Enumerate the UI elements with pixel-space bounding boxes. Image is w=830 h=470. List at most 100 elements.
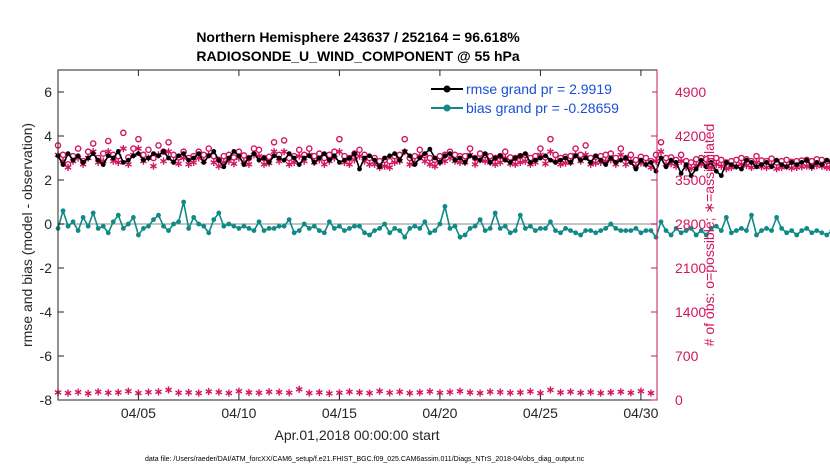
bias-point xyxy=(593,230,599,236)
rmse-point xyxy=(311,160,317,165)
rmse-point xyxy=(357,166,362,172)
obs-assimilated-point xyxy=(260,160,268,168)
lower-count-point xyxy=(426,387,434,396)
obs-assimilated-point xyxy=(119,144,127,153)
bias-point xyxy=(799,228,805,234)
rmse-point xyxy=(543,153,548,159)
obs-assimilated-point xyxy=(386,163,394,172)
rmse-point xyxy=(130,153,136,159)
bias-point xyxy=(608,221,614,227)
y-tick-label-right: 4200 xyxy=(675,128,706,144)
rmse-point xyxy=(774,157,779,163)
rmse-point xyxy=(266,160,272,165)
rmse-point xyxy=(623,155,629,161)
rmse-point xyxy=(281,157,287,163)
bias-point xyxy=(115,212,121,218)
lower-count-point xyxy=(114,388,122,397)
lower-count-point xyxy=(587,388,595,396)
rmse-point xyxy=(698,157,704,163)
lower-count-point xyxy=(406,389,414,397)
rmse-point xyxy=(156,153,161,159)
bias-point xyxy=(573,230,578,236)
obs-assimilated-point xyxy=(345,160,353,168)
bias-point xyxy=(105,230,111,236)
bias-point xyxy=(60,208,66,214)
rmse-point xyxy=(146,155,151,161)
lower-count-point xyxy=(607,388,615,397)
rmse-point xyxy=(588,160,594,165)
bias-point xyxy=(130,215,136,220)
lower-count-point xyxy=(506,389,514,397)
rmse-point xyxy=(125,157,131,163)
bias-point xyxy=(532,228,538,234)
bias-point xyxy=(713,223,719,229)
rmse-point xyxy=(231,149,237,154)
rmse-point xyxy=(407,153,413,159)
obs-assimilated-point xyxy=(381,162,389,170)
bias-point xyxy=(286,217,292,223)
obs-possible-point xyxy=(768,155,775,162)
obs-possible-point xyxy=(617,145,625,152)
rmse-point xyxy=(261,155,267,161)
rmse-point xyxy=(206,153,212,159)
bias-point xyxy=(718,228,724,234)
legend: rmse grand pr = 2.9919 bias grand pr = -… xyxy=(420,80,652,120)
lower-count-point xyxy=(496,388,504,396)
bias-point xyxy=(522,226,528,231)
lower-count-point xyxy=(386,389,394,397)
lower-count-point xyxy=(486,388,494,396)
rmse-point xyxy=(432,155,438,161)
obs-assimilated-point xyxy=(285,160,293,168)
rmse-point xyxy=(728,162,734,168)
bias-point xyxy=(814,228,820,234)
rmse-point xyxy=(703,164,709,170)
bias-point xyxy=(196,221,202,227)
bias-point xyxy=(377,226,383,231)
rmse-point xyxy=(668,157,674,163)
obs-possible-point xyxy=(280,137,288,144)
rmse-point xyxy=(100,162,106,168)
lower-count-point xyxy=(345,388,353,396)
bias-point xyxy=(804,226,810,231)
bias-point xyxy=(412,223,418,229)
bias-point xyxy=(558,230,563,236)
obs-assimilated-point xyxy=(230,160,238,168)
bias-point xyxy=(331,226,337,231)
rmse-point xyxy=(120,160,126,165)
rmse-point xyxy=(678,171,684,176)
bias-point xyxy=(769,228,774,234)
bias-point xyxy=(422,219,428,225)
bias-point xyxy=(633,226,639,231)
bias-point xyxy=(764,226,769,231)
rmse-point xyxy=(331,153,337,159)
rmse-point xyxy=(568,160,573,165)
rmse-point xyxy=(718,173,724,179)
rmse-point xyxy=(618,157,624,163)
rmse-point xyxy=(75,153,81,159)
bias-point xyxy=(261,228,267,234)
obs-assimilated-point xyxy=(391,158,399,166)
obs-assimilated-point xyxy=(356,152,363,160)
bias-point xyxy=(90,210,96,216)
rmse-point xyxy=(321,151,327,157)
bias-point xyxy=(492,210,498,216)
bias-point xyxy=(708,226,714,231)
obs-possible-point xyxy=(305,145,313,152)
obs-possible-point xyxy=(416,146,424,154)
bias-point xyxy=(703,232,709,238)
rmse-point xyxy=(236,153,242,159)
lower-count-point xyxy=(265,388,273,396)
obs-possible-point xyxy=(120,129,127,137)
rmse-point xyxy=(593,153,599,159)
bias-point xyxy=(728,230,734,236)
bias-point xyxy=(512,228,518,234)
lower-count-point xyxy=(64,389,72,397)
obs-assimilated-point xyxy=(491,160,499,168)
rmse-point xyxy=(553,160,558,165)
obs-assimilated-point xyxy=(215,162,223,170)
rmse-point xyxy=(487,160,493,165)
rmse-point xyxy=(286,151,292,157)
rmse-point xyxy=(271,153,277,159)
bias-point xyxy=(673,226,679,231)
y-tick-label-right: 1400 xyxy=(675,304,706,320)
